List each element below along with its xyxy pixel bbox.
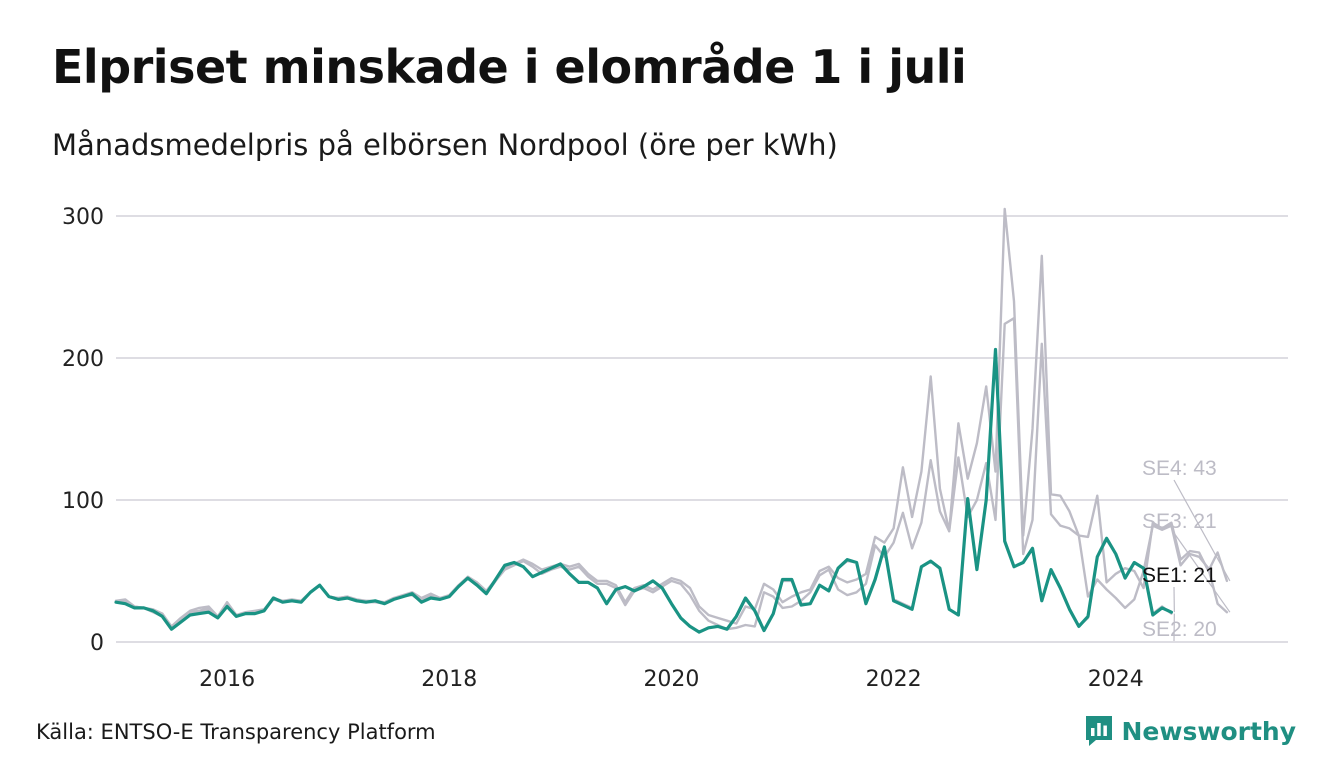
grid-layer	[116, 215, 1288, 643]
x-tick-label: 2022	[866, 667, 922, 692]
newsworthy-logo-icon	[1085, 716, 1112, 746]
axis-layer: 0 100 200 300 2016 2018 2020 2022 2024	[62, 205, 1144, 692]
leader-line-se3	[1173, 532, 1231, 613]
x-tick-label: 2018	[421, 667, 477, 692]
chart-subtitle: Månadsmedelpris på elbörsen Nordpool (ör…	[52, 128, 838, 162]
y-tick-label: 0	[90, 631, 104, 656]
x-tick-label: 2020	[643, 667, 699, 692]
series-line-se1	[114, 347, 1174, 634]
y-tick-label: 100	[62, 489, 104, 514]
end-labels-layer: SE4: 43 SE3: 21 SE2: 20 SE1: 21	[1142, 457, 1231, 642]
series-line-se4	[114, 207, 1229, 628]
brand-logo: Newsworthy	[1084, 714, 1297, 748]
end-label-se3: SE3: 21	[1142, 510, 1217, 533]
source-note: Källa: ENTSO-E Transparency Platform	[36, 720, 436, 744]
y-tick-label: 300	[62, 205, 104, 230]
leader-line-se4	[1173, 479, 1231, 582]
x-tick-label: 2016	[199, 667, 255, 692]
x-tick-label: 2024	[1088, 667, 1144, 692]
series-line-se3	[114, 317, 1229, 631]
brand-name: Newsworthy	[1121, 716, 1297, 746]
series-line-se2	[114, 349, 1173, 634]
y-tick-label: 200	[62, 347, 104, 372]
end-label-se1: SE1: 21	[1142, 564, 1217, 587]
lines-layer	[114, 207, 1229, 634]
end-label-se2: SE2: 20	[1142, 618, 1217, 641]
end-label-se4: SE4: 43	[1142, 457, 1217, 480]
chart-title: Elpriset minskade i elområde 1 i juli	[52, 40, 967, 94]
